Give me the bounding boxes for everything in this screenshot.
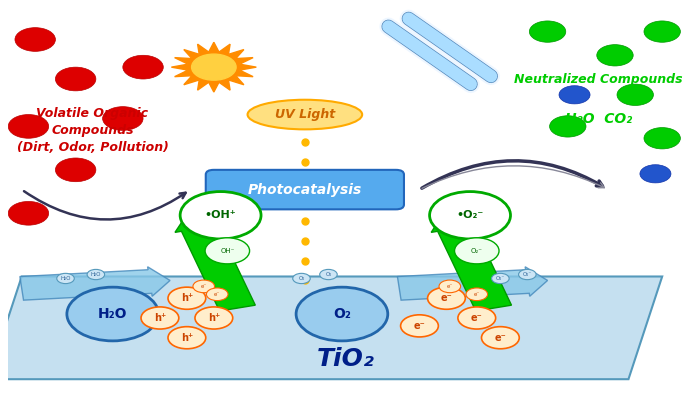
Circle shape	[296, 287, 388, 341]
Text: e⁻: e⁻	[447, 284, 453, 289]
Circle shape	[319, 269, 337, 280]
Circle shape	[559, 86, 590, 104]
Circle shape	[519, 269, 536, 280]
Polygon shape	[0, 276, 662, 379]
Circle shape	[195, 307, 233, 329]
Circle shape	[491, 273, 509, 284]
Circle shape	[430, 192, 510, 239]
Text: O₂: O₂	[333, 307, 351, 321]
Circle shape	[454, 238, 499, 264]
Circle shape	[67, 287, 159, 341]
Circle shape	[439, 280, 461, 293]
Text: H₂O  CO₂: H₂O CO₂	[565, 111, 632, 126]
Text: TiO₂: TiO₂	[317, 348, 374, 371]
Circle shape	[168, 287, 206, 309]
Text: h⁺: h⁺	[181, 333, 193, 343]
Text: h⁺: h⁺	[154, 313, 166, 323]
Text: O₂⁻: O₂⁻	[471, 248, 483, 254]
Text: UV Light: UV Light	[275, 108, 335, 121]
Text: •O₂⁻: •O₂⁻	[456, 210, 484, 220]
Text: e⁻: e⁻	[471, 313, 482, 323]
FancyArrow shape	[431, 209, 512, 311]
Circle shape	[15, 28, 55, 51]
Circle shape	[458, 307, 496, 329]
Circle shape	[55, 158, 96, 182]
Circle shape	[401, 315, 438, 337]
Text: O₂: O₂	[325, 272, 331, 277]
Circle shape	[644, 21, 680, 42]
Circle shape	[597, 45, 633, 66]
Circle shape	[87, 269, 105, 280]
Polygon shape	[171, 42, 257, 92]
Text: e⁻: e⁻	[474, 292, 480, 297]
Ellipse shape	[247, 100, 362, 130]
Text: O₂⁻: O₂⁻	[523, 272, 532, 277]
Text: H₂O: H₂O	[60, 276, 71, 281]
Text: H₂O: H₂O	[91, 272, 101, 277]
Circle shape	[205, 238, 250, 264]
Circle shape	[168, 327, 206, 349]
Circle shape	[293, 273, 310, 284]
Circle shape	[180, 192, 261, 239]
Circle shape	[549, 116, 586, 137]
Circle shape	[644, 128, 680, 149]
Text: H₂O: H₂O	[98, 307, 127, 321]
Text: e⁻: e⁻	[201, 284, 207, 289]
Circle shape	[8, 201, 49, 225]
Text: e⁻: e⁻	[494, 333, 506, 343]
FancyArrow shape	[398, 267, 547, 300]
Text: Photocatalysis: Photocatalysis	[247, 182, 362, 197]
FancyArrow shape	[175, 209, 255, 311]
Text: Neutralized Compounds: Neutralized Compounds	[514, 73, 682, 85]
Circle shape	[192, 54, 236, 80]
Text: h⁺: h⁺	[181, 293, 193, 303]
FancyBboxPatch shape	[206, 170, 404, 209]
Text: e⁻: e⁻	[440, 293, 452, 303]
Circle shape	[640, 165, 671, 183]
Circle shape	[55, 67, 96, 91]
Circle shape	[123, 55, 164, 79]
Text: OH⁻: OH⁻	[220, 248, 235, 254]
Circle shape	[529, 21, 565, 42]
Text: e⁻: e⁻	[214, 292, 220, 297]
Text: Volatile Organic
Compounds
(Dirt, Odor, Pollution): Volatile Organic Compounds (Dirt, Odor, …	[17, 107, 168, 154]
Circle shape	[206, 288, 228, 301]
Text: •OH⁺: •OH⁺	[205, 210, 236, 220]
Circle shape	[103, 107, 143, 130]
Text: O₂: O₂	[298, 276, 305, 281]
Circle shape	[428, 287, 466, 309]
Circle shape	[57, 273, 74, 284]
Circle shape	[141, 307, 179, 329]
Circle shape	[466, 288, 488, 301]
Circle shape	[193, 280, 215, 293]
Circle shape	[482, 327, 519, 349]
Text: O₂⁻: O₂⁻	[496, 276, 505, 281]
Text: e⁻: e⁻	[414, 321, 426, 331]
Text: h⁺: h⁺	[208, 313, 220, 323]
Circle shape	[8, 115, 49, 138]
FancyArrow shape	[20, 267, 170, 300]
Circle shape	[617, 84, 654, 105]
